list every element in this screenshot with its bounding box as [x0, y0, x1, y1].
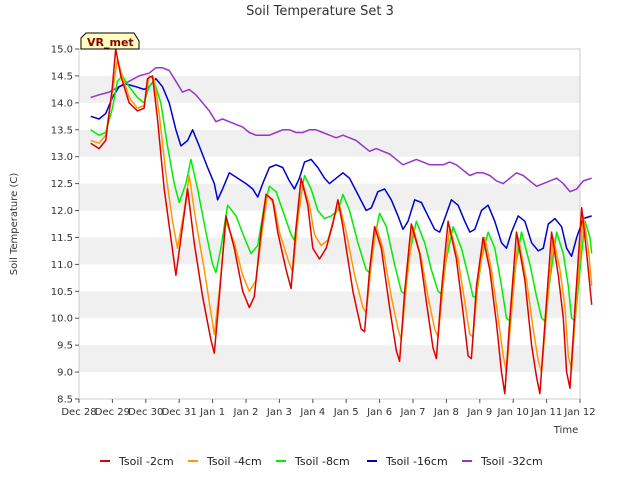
grid-band — [79, 156, 580, 184]
x-axis-label: Time — [553, 425, 578, 436]
y-axis: 8.5 9.0 9.5 10.0 10.5 11.0 11.5 12.0 12.5 13.0 13.… — [51, 45, 79, 406]
x-tick-label: Jan 12 — [563, 407, 595, 418]
x-tick-label: Dec 28 — [61, 407, 96, 418]
y-tick-label: 8.5 — [57, 395, 73, 406]
x-tick-label: Jan 1 — [199, 407, 225, 418]
x-tick-label: Dec 30 — [128, 407, 163, 418]
x-tick-label: Jan 6 — [366, 407, 392, 418]
y-tick-label: 12.0 — [51, 206, 73, 217]
x-tick-label: Jan 10 — [497, 407, 529, 418]
series-line-tsoil-16cm — [90, 77, 592, 258]
legend-label: Tsoil -16cm — [385, 455, 448, 468]
y-tick-label: 9.0 — [57, 368, 73, 379]
chart-title: Soil Temperature Set 3 — [246, 4, 394, 19]
grid-band — [79, 129, 580, 157]
x-tick-label: Jan 5 — [333, 407, 359, 418]
vr-met-tag: VR_met — [80, 32, 140, 50]
legend-label: Tsoil -32cm — [480, 455, 543, 468]
y-tick-label: 12.5 — [51, 179, 73, 190]
series-line-tsoil-4cm — [90, 59, 593, 373]
x-tick-label: Dec 29 — [95, 407, 130, 418]
vr-met-tag-label: VR_met — [87, 36, 134, 49]
legend-label: Tsoil -2cm — [118, 455, 174, 468]
grid-band — [79, 237, 580, 265]
grid-band — [79, 49, 580, 76]
y-tick-label: 13.5 — [51, 125, 73, 136]
series-line-tsoil-8cm — [90, 75, 593, 322]
legend-label: Tsoil -4cm — [206, 455, 262, 468]
y-tick-label: 11.5 — [51, 233, 73, 244]
y-tick-label: 13.0 — [51, 152, 73, 163]
legend: Tsoil -2cm Tsoil -4cm Tsoil -8cm Tsoil -16c… — [100, 455, 543, 468]
grid-band — [79, 318, 580, 346]
series-line-tsoil-32cm — [90, 67, 592, 193]
x-tick-label: Jan 2 — [233, 407, 259, 418]
y-axis-label: Soil Temperature (C) — [9, 173, 20, 276]
x-tick-label: Jan 9 — [466, 407, 492, 418]
x-tick-label: Jan 7 — [400, 407, 426, 418]
grid-band — [79, 183, 580, 211]
series-line-tsoil-2cm — [90, 48, 593, 395]
y-tick-label: 10.0 — [51, 314, 73, 325]
grid-band — [79, 102, 580, 130]
y-tick-label: 15.0 — [51, 45, 73, 56]
x-tick-label: Jan 11 — [530, 407, 562, 418]
x-tick-label: Jan 8 — [433, 407, 459, 418]
y-tick-label: 9.5 — [57, 341, 73, 352]
y-tick-label: 11.0 — [51, 260, 73, 271]
y-tick-label: 14.5 — [51, 71, 73, 82]
y-tick-label: 14.0 — [51, 98, 73, 109]
legend-label: Tsoil -8cm — [294, 455, 350, 468]
y-tick-label: 10.5 — [51, 287, 73, 298]
grid-bands — [79, 49, 580, 399]
x-tick-label: Dec 31 — [162, 407, 197, 418]
grid-band — [79, 264, 580, 292]
series-layer — [90, 48, 593, 395]
x-tick-label: Jan 4 — [299, 407, 325, 418]
grid-band — [79, 75, 580, 103]
x-tick-label: Jan 3 — [266, 407, 292, 418]
grid-band — [79, 372, 580, 399]
grid-band — [79, 345, 580, 373]
